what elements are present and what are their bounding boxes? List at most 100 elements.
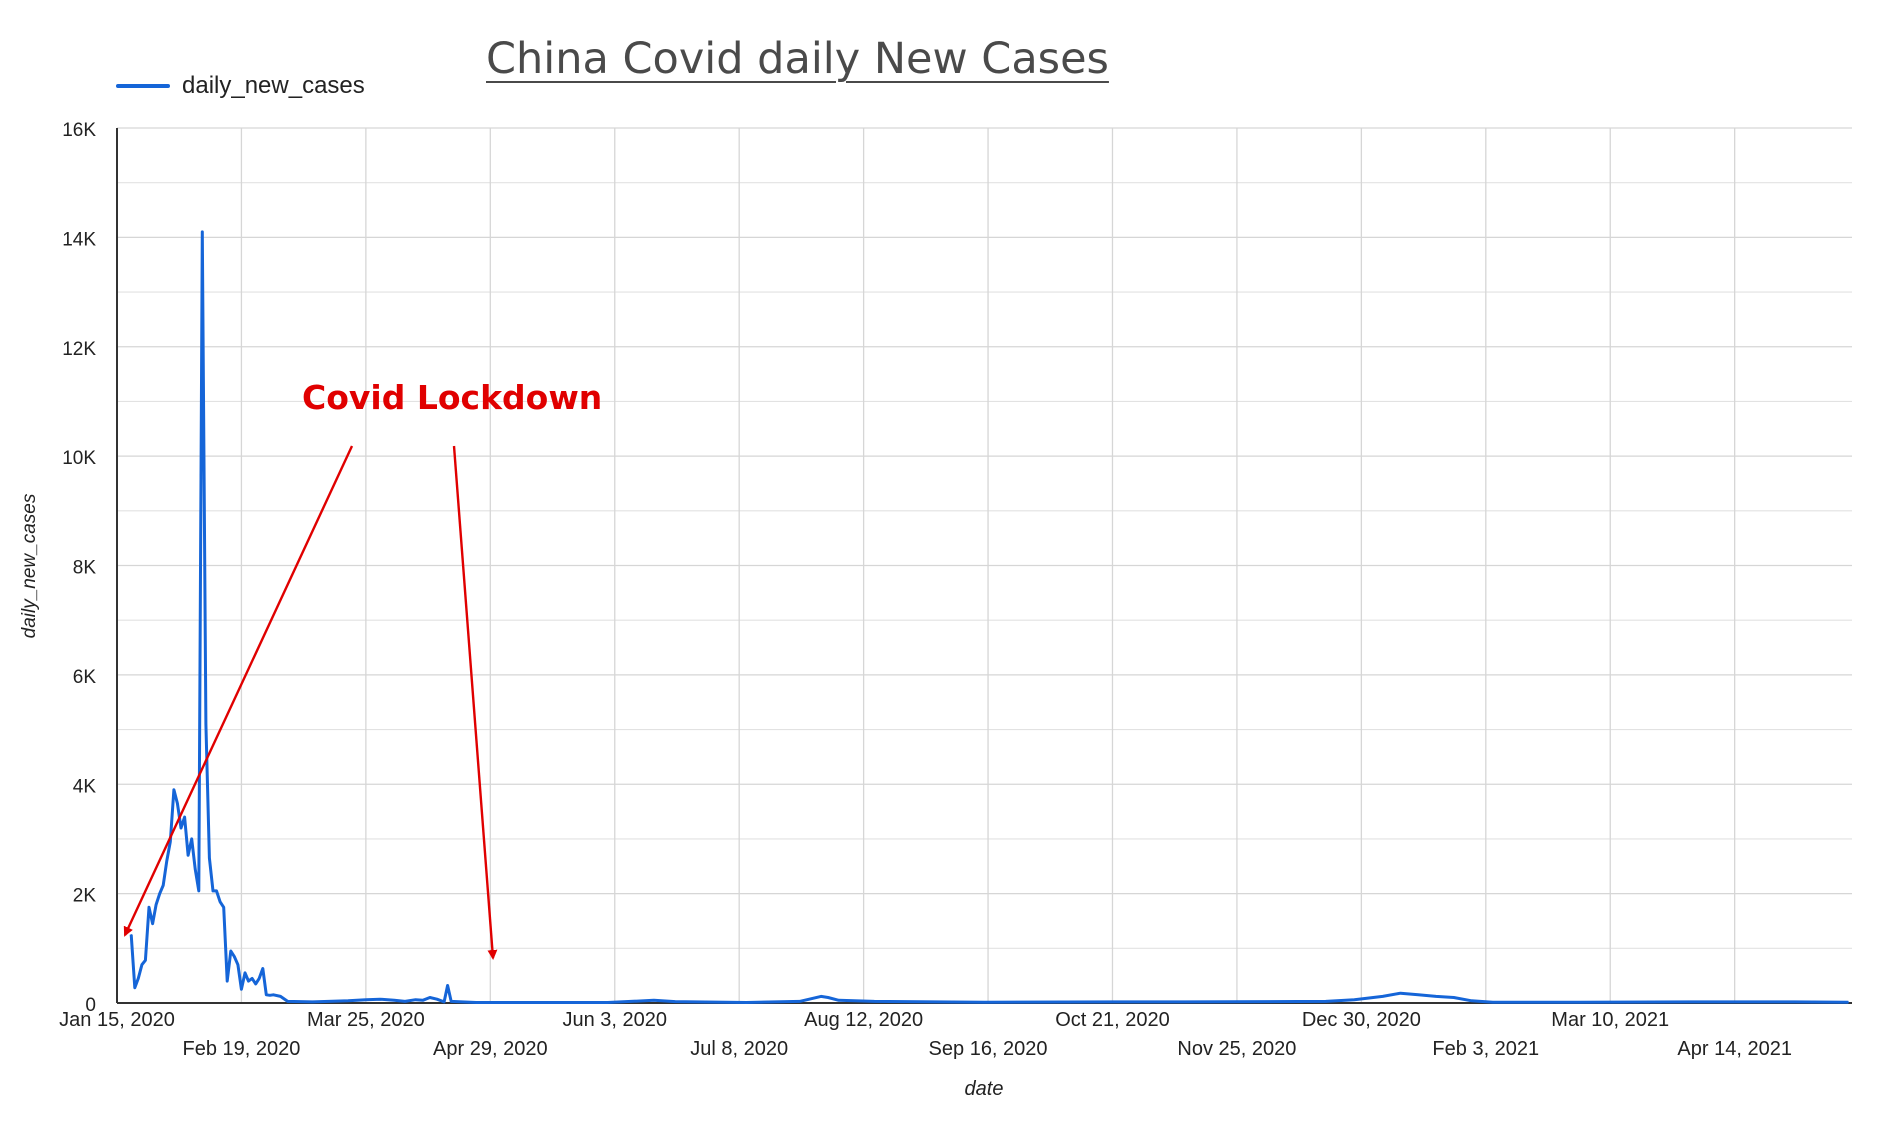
data-point: [1382, 995, 1384, 998]
data-point: [240, 988, 243, 990]
data-point: [201, 231, 203, 233]
x-tick-label: Mar 10, 2021: [1551, 1009, 1669, 1031]
data-point: [134, 987, 136, 989]
data-point: [674, 1001, 676, 1003]
data-point: [269, 994, 271, 996]
data-point: [180, 827, 182, 829]
x-tick-label: Nov 25, 2020: [1177, 1038, 1296, 1060]
y-tick-label: 2K: [73, 886, 97, 907]
data-point: [379, 998, 381, 1000]
x-tick-label: Apr 29, 2020: [433, 1038, 548, 1060]
x-tick-label: Aug 12, 2020: [804, 1009, 923, 1031]
data-point: [255, 983, 257, 985]
data-point: [258, 977, 260, 979]
data-point: [148, 906, 150, 908]
data-point: [1182, 1001, 1185, 1003]
data-point: [205, 723, 207, 725]
data-point: [244, 972, 246, 974]
data-point: [873, 1000, 875, 1002]
data-point: [279, 995, 282, 998]
data-point: [1577, 1001, 1579, 1003]
data-point: [365, 999, 367, 1001]
data-point: [208, 857, 211, 859]
data-point: [1399, 992, 1402, 994]
data-point: [799, 1000, 801, 1002]
data-point: [436, 998, 438, 1000]
data-point: [1492, 1001, 1494, 1003]
series-line: [129, 230, 1849, 1004]
data-point: [546, 1001, 548, 1004]
y-tick-label: 10K: [62, 448, 96, 469]
data-point: [173, 789, 175, 791]
data-point: [745, 1001, 747, 1004]
data-point: [443, 1001, 445, 1003]
data-point: [415, 999, 417, 1001]
x-tick-label: Oct 21, 2020: [1055, 1009, 1170, 1031]
data-point: [1325, 1000, 1327, 1002]
y-tick-label: 4K: [73, 776, 97, 797]
data-point: [1470, 1000, 1473, 1002]
data-point: [215, 890, 218, 892]
data-point: [311, 1001, 314, 1003]
y-tick-label: 0: [85, 995, 96, 1016]
annotation-label: Covid Lockdown: [302, 378, 603, 417]
data-point: [265, 994, 267, 996]
data-point: [226, 980, 228, 982]
data-point: [1111, 1001, 1114, 1003]
data-point: [237, 964, 239, 966]
data-point: [607, 1001, 609, 1004]
data-point: [1435, 995, 1437, 998]
data-point: [475, 1001, 477, 1004]
chart-title: China Covid daily New Cases: [486, 34, 1109, 84]
data-point: [272, 994, 275, 996]
data-point: [162, 884, 164, 887]
x-tick-label: Sep 16, 2020: [929, 1038, 1048, 1060]
y-tick-label: 6K: [73, 667, 97, 688]
data-point: [447, 984, 449, 987]
x-tick-label: Jun 3, 2020: [562, 1009, 667, 1031]
data-point: [450, 1000, 452, 1002]
y-tick-label: 8K: [73, 558, 97, 579]
legend-label: daily_new_cases: [182, 72, 365, 99]
data-point: [1794, 1001, 1796, 1003]
data-point: [827, 996, 829, 999]
data-point: [1847, 1001, 1850, 1003]
data-point: [191, 838, 193, 840]
data-point: [198, 890, 200, 892]
data-point: [137, 977, 139, 979]
data-point: [187, 854, 189, 856]
x-tick-label: Jul 8, 2020: [690, 1038, 788, 1060]
y-tick-label: 12K: [62, 339, 96, 360]
data-point: [251, 977, 253, 979]
data-point: [422, 999, 424, 1001]
data-point: [219, 901, 221, 903]
data-point: [141, 964, 143, 966]
data-point: [130, 934, 132, 936]
data-point: [233, 955, 235, 958]
legend-swatch: [116, 84, 170, 88]
y-tick-label: 14K: [62, 229, 96, 250]
data-point: [429, 996, 431, 999]
data-point: [1353, 999, 1355, 1001]
data-point: [155, 903, 157, 906]
data-point: [262, 967, 264, 970]
data-point: [1417, 994, 1419, 996]
data-point: [176, 802, 179, 804]
data-point: [223, 906, 225, 908]
data-point: [183, 816, 186, 818]
data-point: [159, 893, 161, 895]
data-point: [287, 1000, 289, 1002]
data-point: [347, 1000, 349, 1002]
data-point: [983, 1001, 986, 1003]
data-point: [404, 1000, 406, 1002]
data-point: [230, 950, 232, 952]
x-tick-label: Feb 3, 2021: [1432, 1038, 1539, 1060]
data-point: [151, 923, 154, 925]
x-tick-label: Jan 15, 2020: [59, 1009, 175, 1031]
x-tick-label: Apr 14, 2021: [1677, 1038, 1792, 1060]
data-point: [144, 959, 147, 961]
x-axis-label: date: [964, 1078, 1004, 1100]
x-tick-label: Mar 25, 2020: [307, 1009, 425, 1031]
legend: daily_new_cases: [116, 72, 365, 100]
